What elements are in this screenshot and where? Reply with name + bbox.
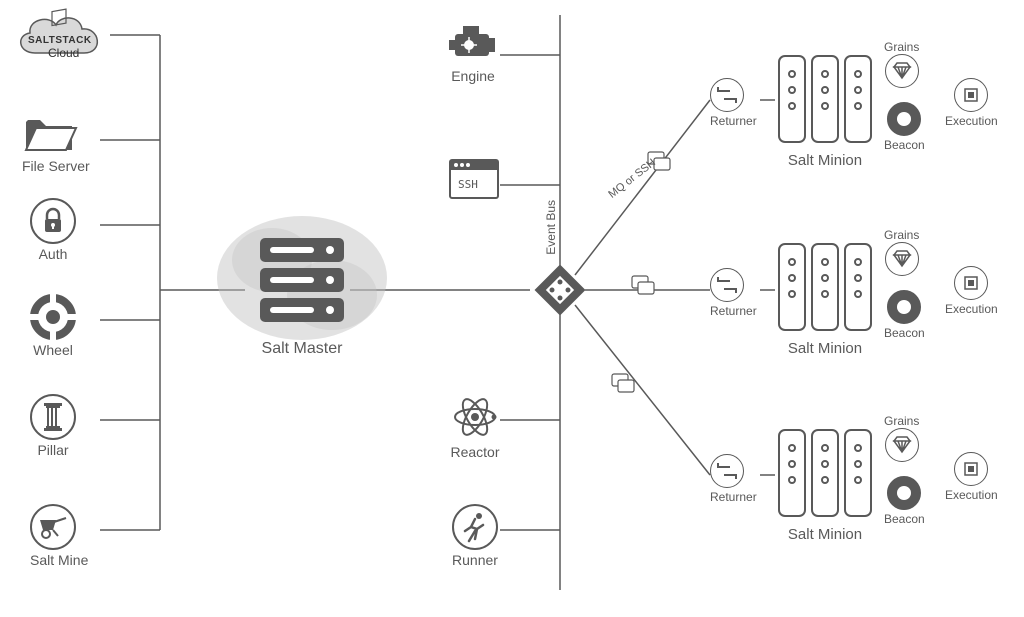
- event-bus-hub: [530, 260, 590, 320]
- beacon-node-1: Beacon: [884, 102, 925, 152]
- runner-icon: [452, 504, 498, 550]
- returner-label: Returner: [710, 490, 757, 504]
- cloud-sublabel: Cloud: [48, 46, 79, 60]
- grains-node-3: Grains: [884, 412, 919, 462]
- minion-servers-1: Salt Minion: [775, 50, 875, 169]
- returner-label: Returner: [710, 304, 757, 318]
- beacon-label: Beacon: [884, 326, 925, 340]
- minion-servers-2: Salt Minion: [775, 238, 875, 357]
- execution-label: Execution: [945, 302, 998, 316]
- terminal-icon: SSH: [448, 158, 500, 200]
- runner-label: Runner: [452, 552, 498, 568]
- auth-node: Auth: [30, 198, 76, 262]
- servers-icon: [775, 424, 875, 524]
- server-icon: [252, 230, 352, 330]
- salt-master-node: Salt Master: [212, 210, 392, 358]
- wheel-node: Wheel: [30, 294, 76, 358]
- execution-node-1: Execution: [945, 78, 998, 128]
- diamond-icon: [885, 242, 919, 276]
- wheelbarrow-icon: [30, 504, 76, 550]
- wheel-label: Wheel: [30, 342, 76, 358]
- minion-label: Salt Minion: [775, 340, 875, 357]
- beacon-label: Beacon: [884, 512, 925, 526]
- grains-node-2: Grains: [884, 226, 919, 276]
- servers-icon: [775, 50, 875, 150]
- grains-label: Grains: [884, 40, 919, 54]
- lock-icon: [30, 198, 76, 244]
- engine-icon: [445, 22, 501, 66]
- folder-icon: [22, 112, 78, 156]
- grains-label: Grains: [884, 414, 919, 428]
- pillar-label: Pillar: [30, 442, 76, 458]
- auth-label: Auth: [30, 246, 76, 262]
- returner-node-3: Returner: [710, 454, 757, 504]
- returner-node-2: Returner: [710, 268, 757, 318]
- lifering-icon: [887, 476, 921, 510]
- event-bus-label: Event Bus: [544, 200, 558, 255]
- diamond-icon: [885, 428, 919, 462]
- saltmine-label: Salt Mine: [30, 552, 88, 568]
- returner-icon: [710, 78, 744, 112]
- ssh-node: SSH SSH: [448, 158, 500, 200]
- lifering-icon: [887, 290, 921, 324]
- minion-label: Salt Minion: [775, 152, 875, 169]
- pillar-node: Pillar: [30, 394, 76, 458]
- pillar-icon: [30, 394, 76, 440]
- chip-icon: [954, 266, 988, 300]
- beacon-label: Beacon: [884, 138, 925, 152]
- grains-node-1: Grains: [884, 38, 919, 88]
- engine-label: Engine: [445, 68, 501, 84]
- grains-label: Grains: [884, 228, 919, 242]
- svg-text:SSH: SSH: [458, 178, 478, 191]
- chip-icon: [954, 452, 988, 486]
- cloud-brand: SALTSTACK: [28, 35, 92, 46]
- beacon-node-3: Beacon: [884, 476, 925, 526]
- execution-label: Execution: [945, 488, 998, 502]
- execution-node-3: Execution: [945, 452, 998, 502]
- execution-label: Execution: [945, 114, 998, 128]
- engine-node: Engine: [445, 22, 501, 84]
- reactor-node: Reactor: [450, 392, 500, 460]
- returner-icon: [710, 268, 744, 302]
- beacon-node-2: Beacon: [884, 290, 925, 340]
- execution-node-2: Execution: [945, 266, 998, 316]
- servers-icon: [775, 238, 875, 338]
- returner-icon: [710, 454, 744, 488]
- returner-label: Returner: [710, 114, 757, 128]
- wheel-icon: [30, 294, 76, 340]
- diamond-icon: [885, 54, 919, 88]
- cloud-node: SALTSTACK Cloud: [10, 5, 120, 65]
- atom-icon: [450, 392, 500, 442]
- fileserver-label: File Server: [22, 158, 90, 174]
- returner-node-1: Returner: [710, 78, 757, 128]
- lifering-icon: [887, 102, 921, 136]
- minion-label: Salt Minion: [775, 526, 875, 543]
- runner-node: Runner: [452, 504, 498, 568]
- reactor-label: Reactor: [450, 444, 500, 460]
- fileserver-node: File Server: [22, 112, 90, 174]
- saltmine-node: Salt Mine: [30, 504, 88, 568]
- chip-icon: [954, 78, 988, 112]
- minion-servers-3: Salt Minion: [775, 424, 875, 543]
